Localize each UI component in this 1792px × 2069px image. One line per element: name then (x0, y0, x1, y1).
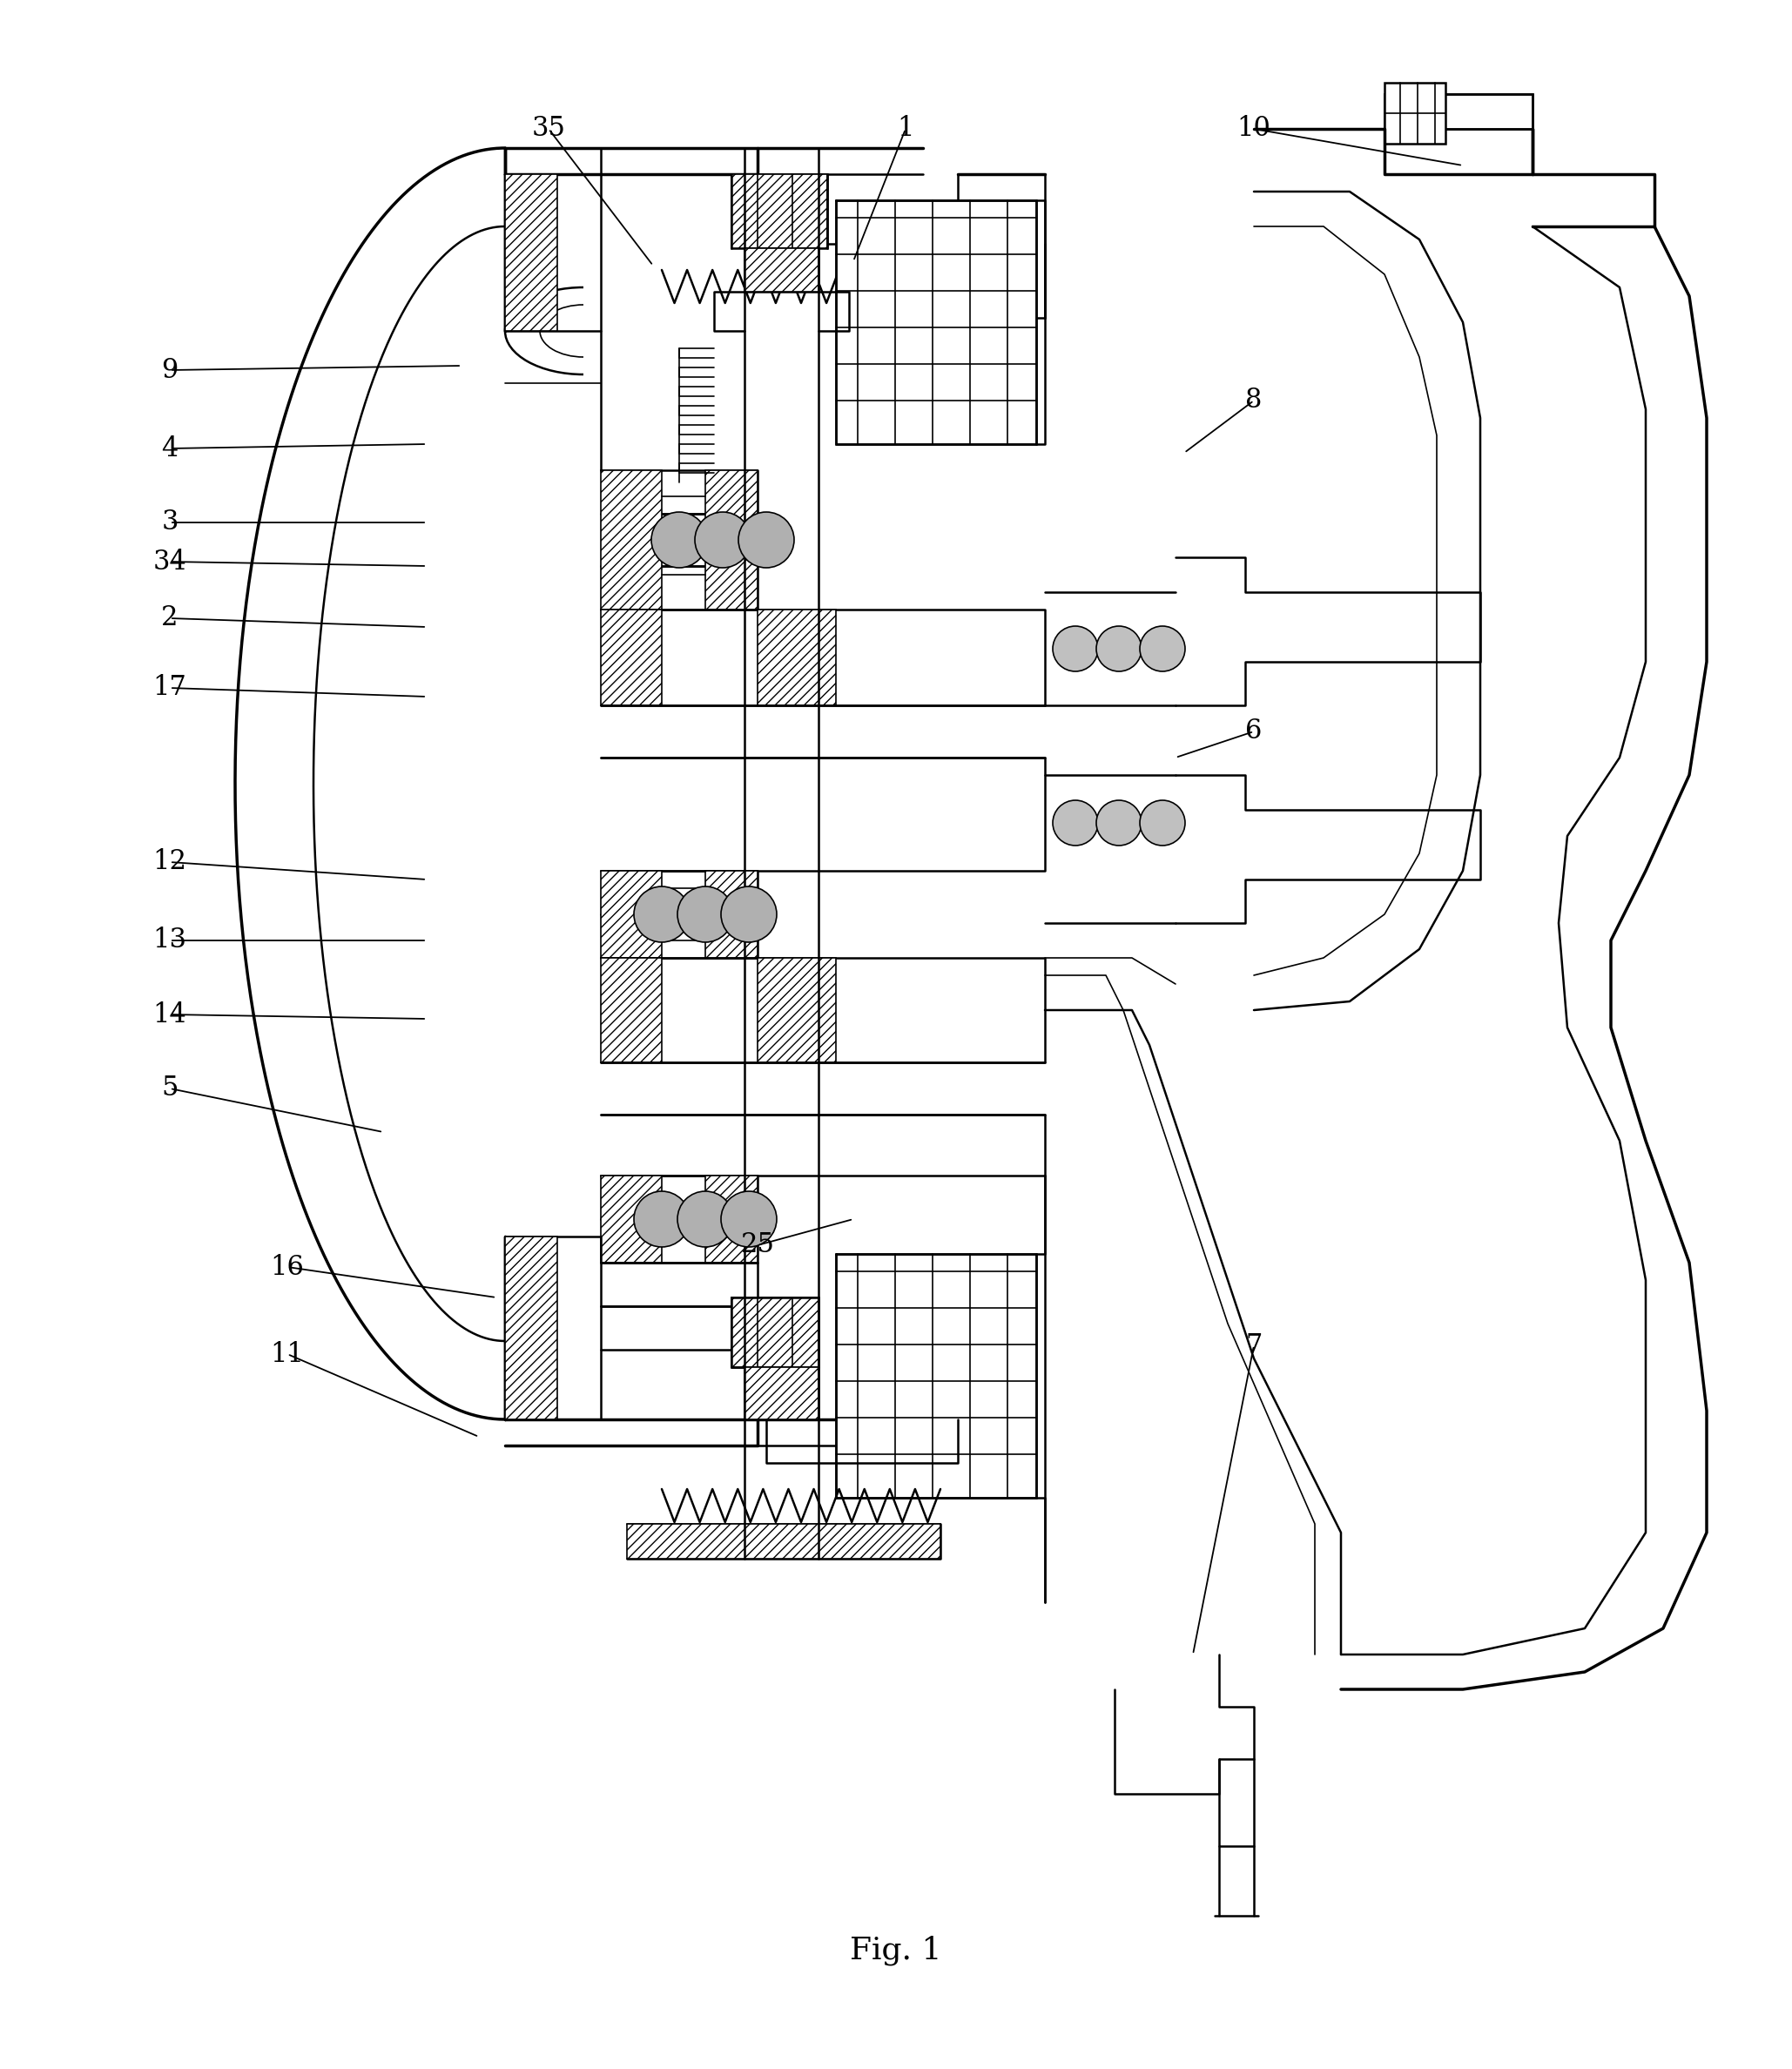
Text: 12: 12 (152, 848, 186, 875)
Polygon shape (835, 1254, 1036, 1498)
Text: 4: 4 (161, 434, 177, 461)
Text: Fig. 1: Fig. 1 (849, 1937, 943, 1966)
Polygon shape (600, 871, 661, 958)
Polygon shape (731, 174, 828, 248)
Polygon shape (706, 871, 758, 958)
Circle shape (695, 511, 751, 567)
Polygon shape (835, 201, 1036, 445)
Circle shape (1052, 801, 1098, 846)
Circle shape (677, 1192, 733, 1248)
Polygon shape (600, 470, 661, 610)
Text: 1: 1 (898, 116, 914, 143)
Polygon shape (744, 1368, 819, 1419)
Polygon shape (600, 610, 661, 706)
Text: 8: 8 (1245, 387, 1262, 414)
Polygon shape (744, 248, 819, 292)
Circle shape (634, 1192, 690, 1248)
Polygon shape (505, 174, 557, 331)
Circle shape (738, 511, 794, 567)
Text: 7: 7 (1245, 1332, 1262, 1359)
Circle shape (720, 886, 776, 941)
Text: 10: 10 (1236, 116, 1271, 143)
Text: 35: 35 (532, 116, 566, 143)
Polygon shape (731, 1297, 819, 1368)
Circle shape (1097, 627, 1142, 670)
Text: 25: 25 (740, 1231, 774, 1258)
Text: 16: 16 (271, 1254, 305, 1281)
Circle shape (650, 511, 708, 567)
Circle shape (677, 886, 733, 941)
Text: 17: 17 (152, 674, 186, 701)
Circle shape (1140, 627, 1185, 670)
Polygon shape (600, 1175, 661, 1262)
Text: 9: 9 (161, 356, 177, 383)
Text: 5: 5 (161, 1076, 177, 1103)
Polygon shape (744, 1368, 819, 1419)
Circle shape (1140, 801, 1185, 846)
Polygon shape (731, 174, 828, 248)
Polygon shape (758, 610, 835, 706)
Polygon shape (706, 1175, 758, 1262)
Polygon shape (758, 958, 835, 1061)
Circle shape (1052, 627, 1098, 670)
Polygon shape (505, 1237, 557, 1419)
Polygon shape (627, 1525, 941, 1558)
Text: 6: 6 (1245, 718, 1262, 745)
Text: 34: 34 (152, 548, 186, 575)
Text: 11: 11 (271, 1341, 305, 1368)
Text: 2: 2 (161, 604, 177, 631)
Polygon shape (1385, 83, 1446, 143)
Polygon shape (1385, 93, 1532, 128)
Text: 3: 3 (161, 509, 177, 536)
Text: 14: 14 (152, 1001, 186, 1028)
Polygon shape (600, 958, 661, 1061)
Polygon shape (731, 1297, 819, 1368)
Circle shape (1097, 801, 1142, 846)
Circle shape (634, 886, 690, 941)
Polygon shape (706, 470, 758, 610)
Circle shape (720, 1192, 776, 1248)
Text: 13: 13 (152, 927, 186, 954)
Polygon shape (744, 248, 819, 292)
